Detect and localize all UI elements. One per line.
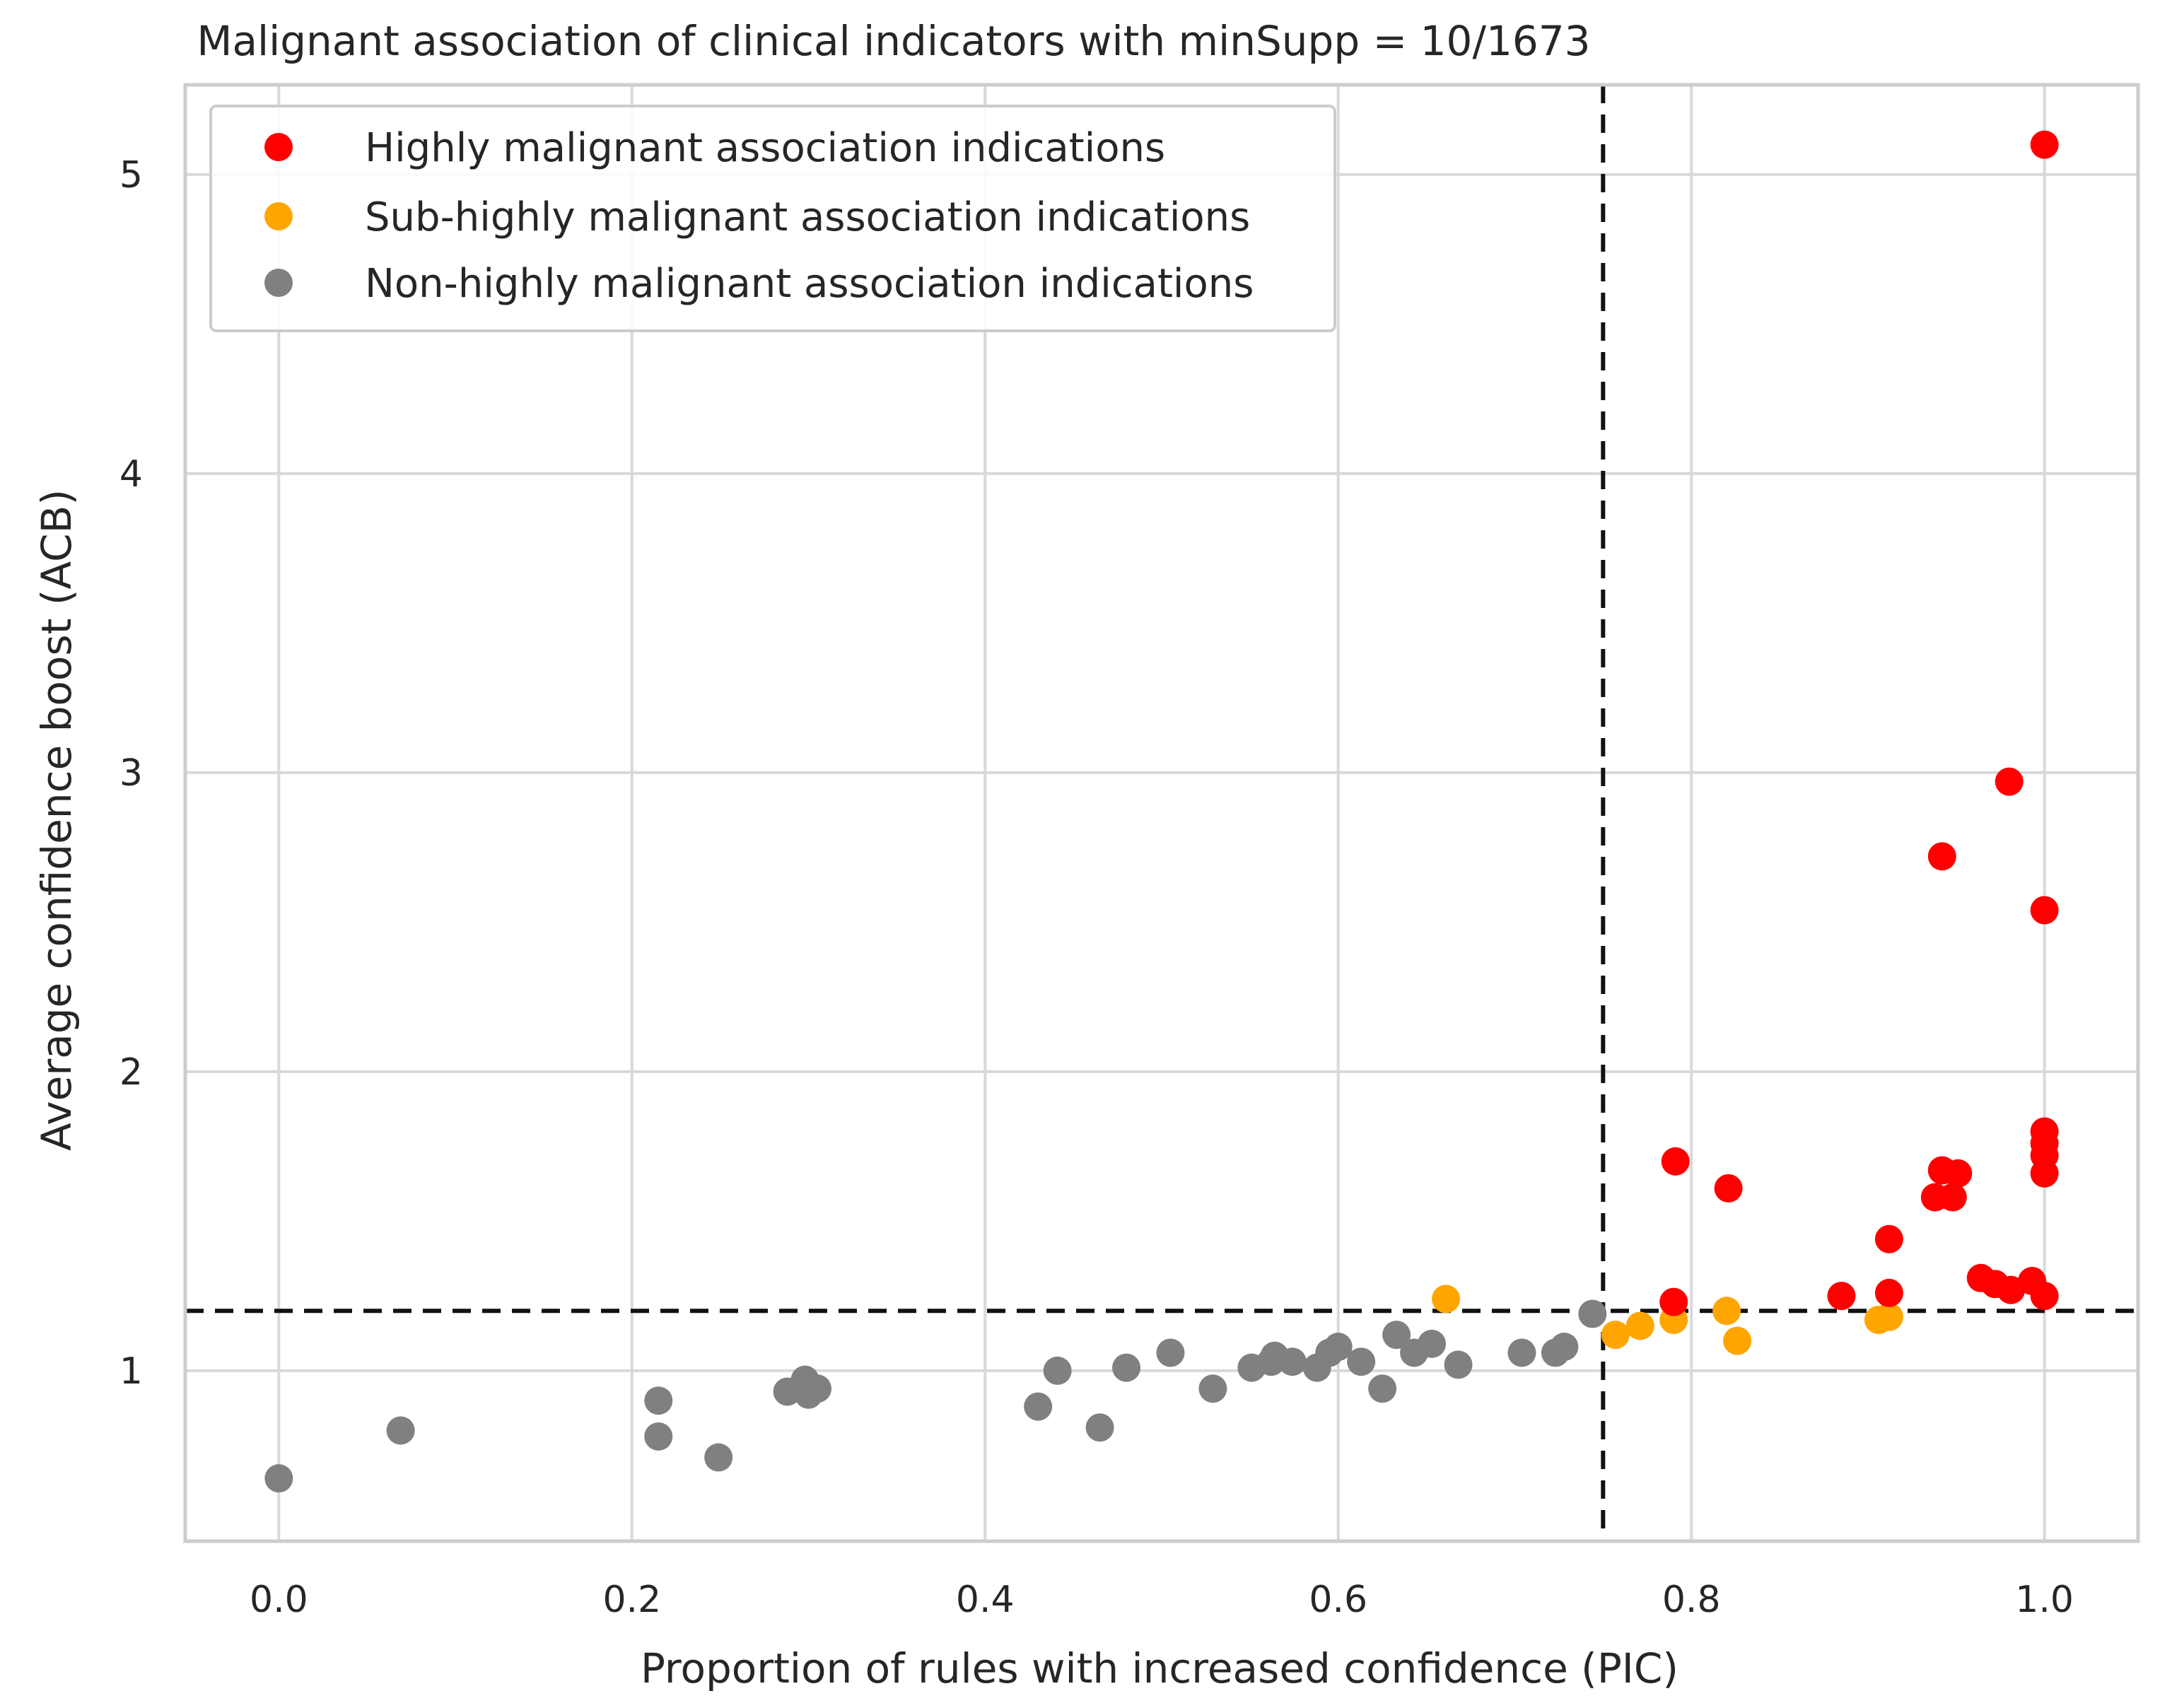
legend: Highly malignant association indications… [209, 105, 1336, 332]
data-point [1347, 1347, 1376, 1376]
legend-marker [264, 269, 293, 297]
data-point [1927, 842, 1956, 871]
x-tick-label: 0.2 [602, 1579, 661, 1621]
chart-title: Malignant association of clinical indica… [197, 17, 1590, 65]
legend-marker [264, 202, 293, 230]
data-point [1324, 1333, 1353, 1362]
data-point [1444, 1350, 1473, 1379]
data-point [1827, 1282, 1856, 1311]
x-axis-label: Proportion of rules with increased confi… [641, 1644, 1678, 1692]
y-tick-label: 5 [119, 154, 143, 197]
data-point [1507, 1338, 1536, 1367]
data-point [1085, 1413, 1114, 1442]
data-point [1997, 1275, 2026, 1304]
x-tick-label: 0.0 [250, 1579, 308, 1621]
data-point [1874, 1224, 1903, 1253]
y-tick-label: 1 [119, 1350, 143, 1393]
data-point [1156, 1338, 1185, 1367]
data-point [1550, 1333, 1579, 1362]
legend-marker [264, 133, 293, 161]
data-point [1938, 1183, 1967, 1212]
y-axis-label: Average confidence boost (ACB) [33, 489, 81, 1151]
data-point [1043, 1356, 1072, 1385]
data-point [1723, 1326, 1752, 1355]
data-point [264, 1464, 293, 1493]
data-point [2030, 896, 2059, 925]
x-tick-label: 0.4 [956, 1579, 1015, 1621]
threshold-lines [185, 85, 2138, 1541]
data-point [1112, 1353, 1141, 1382]
legend-label: Sub-highly malignant association indicat… [365, 194, 1250, 240]
data-point [1578, 1299, 1607, 1328]
data-point [1024, 1392, 1053, 1421]
x-tick-label: 0.6 [1309, 1579, 1367, 1621]
data-point [1995, 767, 2024, 796]
data-point [1874, 1278, 1903, 1307]
data-point [1625, 1311, 1654, 1340]
data-point [2030, 1282, 2059, 1311]
y-tick-label: 3 [119, 752, 143, 795]
legend-label: Non-highly malignant association indicat… [365, 261, 1254, 307]
data-point [644, 1386, 673, 1415]
data-point [2030, 1159, 2059, 1188]
legend-box [209, 105, 1336, 332]
data-point [1418, 1329, 1447, 1358]
data-point [2030, 130, 2059, 159]
data-point [1432, 1285, 1461, 1314]
data-point [1944, 1159, 1973, 1188]
data-point [1712, 1297, 1741, 1326]
x-tick-label: 0.8 [1662, 1579, 1721, 1621]
data-point [1278, 1347, 1307, 1376]
y-tick-label: 4 [119, 453, 143, 496]
data-point [644, 1422, 673, 1451]
data-point [386, 1416, 415, 1445]
data-point [1659, 1287, 1688, 1316]
data-point [1198, 1374, 1227, 1403]
data-point [704, 1443, 733, 1472]
legend-label: Highly malignant association indications [365, 125, 1165, 171]
x-tick-label: 1.0 [2015, 1579, 2074, 1621]
y-tick-label: 2 [119, 1051, 143, 1094]
axes: 0.0 0.2 0.4 0.6 0.8 1.0 1 2 3 4 5 [119, 83, 2140, 1621]
data-points [264, 130, 2059, 1493]
data-point [1382, 1321, 1411, 1350]
data-point [1714, 1174, 1743, 1203]
data-point [1601, 1321, 1630, 1350]
data-point [1661, 1147, 1690, 1176]
plot-frame [183, 83, 2140, 1543]
data-point [803, 1374, 832, 1403]
data-point [1874, 1302, 1903, 1331]
data-point [1368, 1374, 1397, 1403]
